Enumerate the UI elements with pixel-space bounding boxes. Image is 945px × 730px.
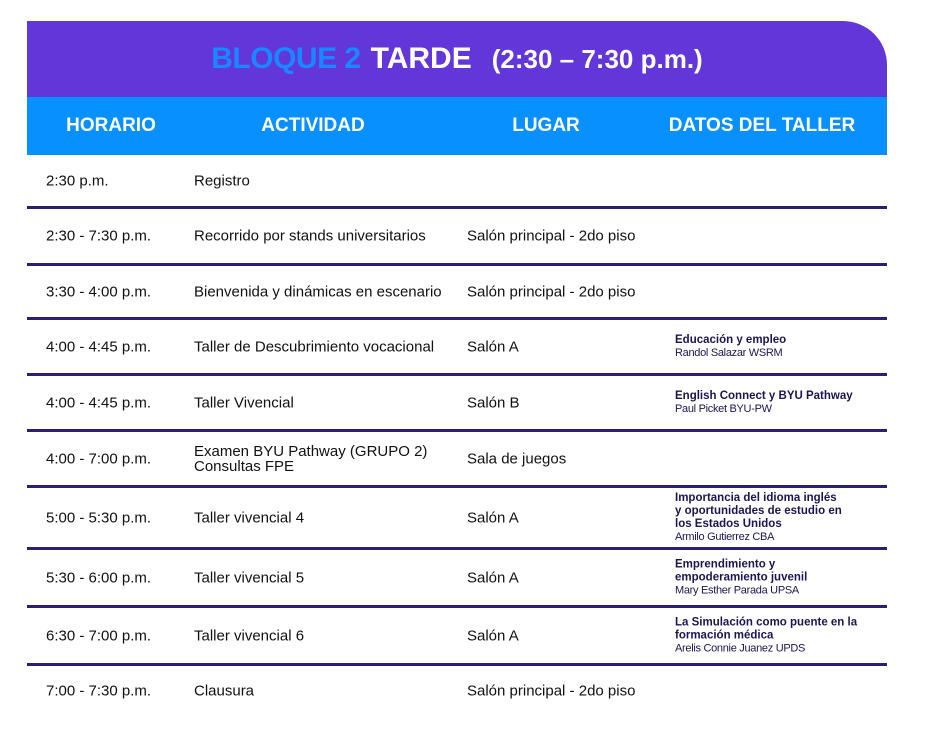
workshop-topic: Emprendimiento y empoderamiento juvenil xyxy=(675,558,808,583)
workshop-speaker: Randol Salazar WSRM xyxy=(675,346,783,359)
workshop-speaker: Armilo Gutierrez CBA xyxy=(675,530,775,543)
workshop-speaker: Paul Picket BYU-PW xyxy=(675,402,772,415)
time-cell: 4:00 - 7:00 p.m. xyxy=(46,450,152,467)
workshop-details: La Simulación como puente en la formació… xyxy=(675,616,857,655)
column-header-datos: DATOS DEL TALLER xyxy=(668,115,856,136)
place-cell: Sala de juegos xyxy=(467,450,567,467)
table-row: 5:00 - 5:30 p.m. Taller vivencial 4 Salón … xyxy=(27,488,887,550)
place-cell: Salón A xyxy=(467,569,519,586)
time-cell: 5:30 - 6:00 p.m. xyxy=(46,569,152,586)
table-row: 4:00 - 7:00 p.m. Examen BYU Pathway (GRUP… xyxy=(27,432,887,488)
table-row: 4:00 - 4:45 p.m. Taller Vivencial Salón B E… xyxy=(27,376,887,432)
time-cell: 2:30 - 7:30 p.m. xyxy=(46,227,152,245)
place-cell: Salón A xyxy=(467,338,519,355)
place-cell: Salón A xyxy=(467,627,519,644)
workshop-speaker: Mary Esther Parada UPSA xyxy=(675,584,799,596)
workshop-topic: La Simulación como puente en la formació… xyxy=(675,616,858,641)
activity-cell: Taller de Descubrimiento vocacional xyxy=(194,338,435,355)
column-header-actividad: ACTIVIDAD xyxy=(261,115,365,136)
schedule-table: 2:30 p.m. Registro 2:30 - 7:30 p.m. Recorri… xyxy=(27,155,887,716)
time-range: (2:30 – 7:30 p.m.) xyxy=(491,43,703,74)
time-cell: 6:30 - 7:00 p.m. xyxy=(46,627,152,644)
activity-cell: Recorrido por stands universitarios xyxy=(194,227,426,245)
activity-cell: Taller vivencial 4 xyxy=(194,509,305,526)
title-banner: BLOQUE 2 TARDE (2:30 – 7:30 p.m.) xyxy=(27,21,887,97)
workshop-details: English Connect y BYU Pathway Paul Picket… xyxy=(675,390,853,416)
time-cell: 4:00 - 4:45 p.m. xyxy=(46,338,152,355)
block-label: BLOQUE 2 xyxy=(211,42,361,75)
place-cell: Salón principal - 2do piso xyxy=(467,682,636,700)
workshop-details: Importancia del idioma inglés y oportuni… xyxy=(675,492,842,544)
table-row: 5:30 - 6:00 p.m. Taller vivencial 5 Salón … xyxy=(27,550,887,608)
activity-cell: Taller Vivencial xyxy=(194,394,294,411)
activity-cell: Bienvenida y dinámicas en escenario xyxy=(194,283,442,300)
table-row: 4:00 - 4:45 p.m. Taller de Descubrimiento… xyxy=(27,320,887,376)
workshop-topic: Educación y empleo xyxy=(675,333,787,346)
activity-cell: Taller vivencial 5 xyxy=(194,569,305,586)
column-header-lugar: LUGAR xyxy=(512,115,580,136)
place-cell: Salón A xyxy=(467,509,519,526)
time-cell: 2:30 p.m. xyxy=(46,172,109,189)
activity-cell: Clausura xyxy=(194,682,255,700)
table-row: 6:30 - 7:00 p.m. Taller vivencial 6 Salón … xyxy=(27,608,887,666)
time-cell: 3:30 - 4:00 p.m. xyxy=(46,283,152,300)
period-label: TARDE xyxy=(370,42,472,75)
place-cell: Salón principal - 2do piso xyxy=(467,283,636,300)
place-cell: Salón principal - 2do piso xyxy=(467,227,636,245)
table-row: 2:30 - 7:30 p.m. Recorrido por stands uni… xyxy=(27,209,887,266)
activity-cell: Examen BYU Pathway (GRUPO 2) Consultas F… xyxy=(194,442,428,475)
workshop-details: Emprendimiento y empoderamiento juvenil M… xyxy=(675,558,807,597)
workshop-details: Educación y empleo Randol Salazar WSRM xyxy=(675,334,786,360)
workshop-topic: English Connect y BYU Pathway xyxy=(675,389,853,402)
table-row: 2:30 p.m. Registro xyxy=(27,155,887,209)
column-header-horario: HORARIO xyxy=(66,115,156,136)
workshop-topic: Importancia del idioma inglés y oportuni… xyxy=(675,491,842,530)
workshop-speaker: Arelis Connie Juanez UPDS xyxy=(675,642,806,654)
activity-cell: Taller vivencial 6 xyxy=(194,627,305,644)
time-cell: 7:00 - 7:30 p.m. xyxy=(46,682,152,700)
table-row: 3:30 - 4:00 p.m. Bienvenida y dinámicas e… xyxy=(27,266,887,320)
time-cell: 4:00 - 4:45 p.m. xyxy=(46,394,152,411)
time-cell: 5:00 - 5:30 p.m. xyxy=(46,509,152,526)
activity-cell: Registro xyxy=(194,172,250,189)
table-header: HORARIO ACTIVIDAD LUGAR DATOS DEL TALLER xyxy=(27,97,887,155)
place-cell: Salón B xyxy=(467,394,520,411)
table-row: 7:00 - 7:30 p.m. Clausura Salón principal … xyxy=(27,666,887,716)
